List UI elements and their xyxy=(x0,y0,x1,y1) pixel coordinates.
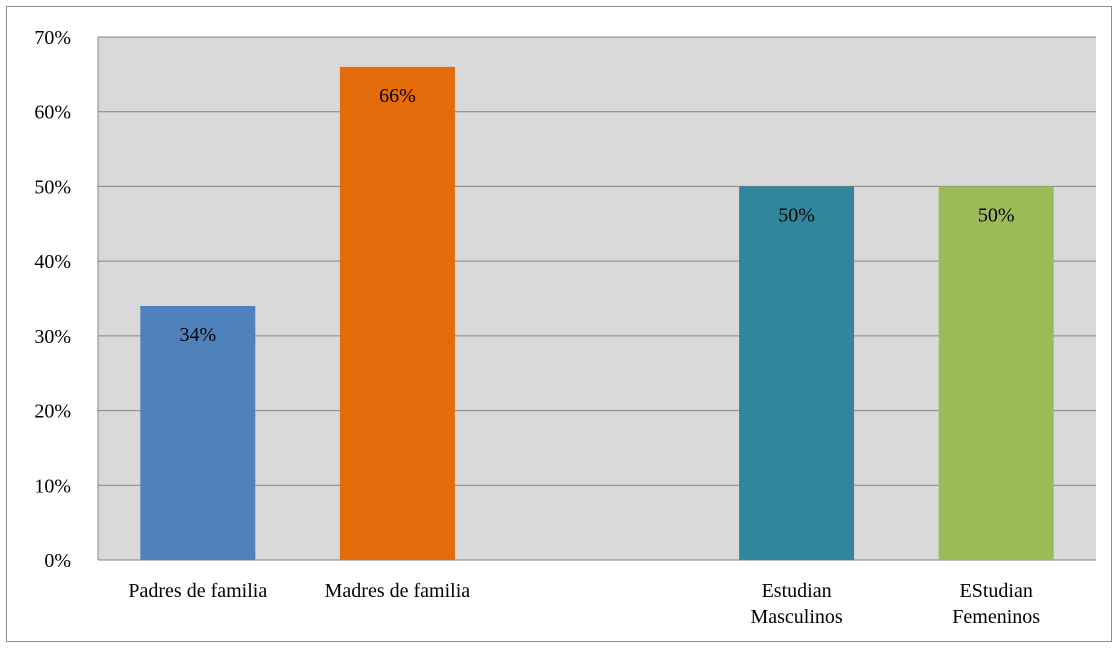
bar xyxy=(140,305,256,560)
y-tick-label: 0% xyxy=(44,550,71,572)
y-tick-label: 20% xyxy=(34,401,71,423)
data-label: 66% xyxy=(379,85,416,107)
gridlines xyxy=(97,36,1096,561)
x-tick-label: Femeninos xyxy=(952,606,1040,628)
y-axis-tick-labels: 0% 10% 20% 30% 40% 50% 60% 70% xyxy=(34,27,71,572)
x-tick-label: EStudian xyxy=(960,580,1033,602)
x-tick-label: Masculinos xyxy=(750,606,842,628)
y-tick-label: 50% xyxy=(34,176,71,198)
y-tick-label: 60% xyxy=(34,102,71,124)
bar xyxy=(339,66,455,560)
x-tick-label: Estudian xyxy=(762,580,832,602)
bar xyxy=(938,186,1054,560)
y-tick-label: 30% xyxy=(34,326,71,348)
data-label: 50% xyxy=(978,204,1015,226)
bars xyxy=(140,66,1054,560)
x-tick-label: Padres de familia xyxy=(128,580,267,602)
x-axis-tick-labels: Padres de familia Madres de familia Estudi… xyxy=(128,580,1040,628)
y-tick-label: 10% xyxy=(34,475,71,497)
x-tick-label: Madres de familia xyxy=(325,580,471,602)
y-tick-label: 40% xyxy=(34,251,71,273)
y-tick-label: 70% xyxy=(34,27,71,49)
plot-area xyxy=(98,37,1096,560)
bar xyxy=(739,186,855,560)
data-labels: 34% 66% 50% 50% xyxy=(179,85,1014,346)
data-label: 50% xyxy=(778,204,815,226)
data-label: 34% xyxy=(179,324,216,346)
